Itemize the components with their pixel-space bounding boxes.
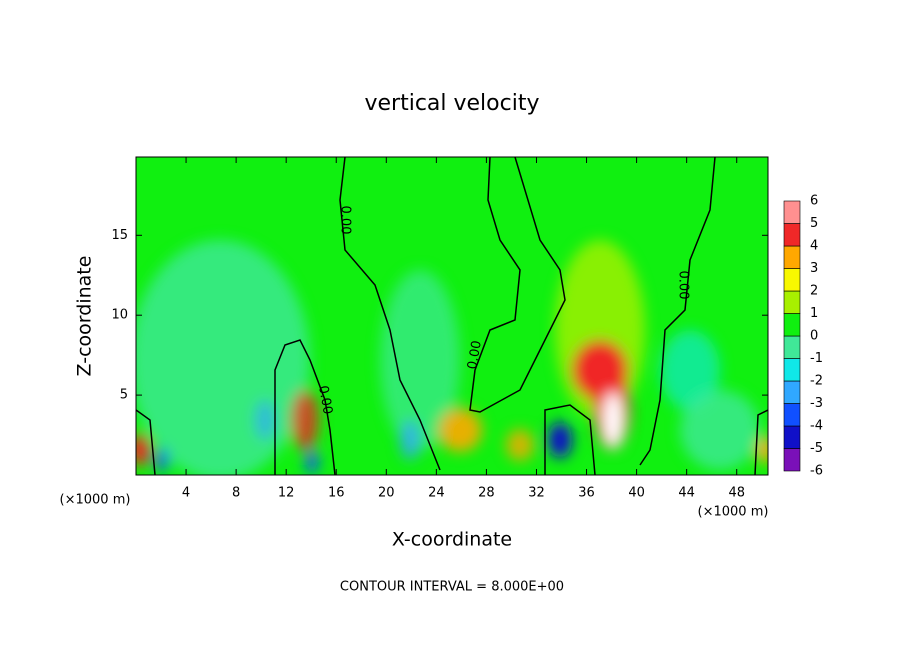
colorbar-label: 6: [810, 194, 818, 209]
y-tick-label: 10: [111, 308, 128, 323]
colorbar-label: 1: [810, 306, 818, 321]
x-unit-label: (×1000 m): [698, 505, 769, 520]
colorbar-segment: [783, 358, 801, 382]
x-tick-label: 8: [232, 486, 240, 501]
x-tick-label: 44: [678, 486, 695, 501]
colorbar-segment: [783, 290, 801, 314]
colorbar-segment: [783, 313, 801, 337]
x-tick-label: 40: [628, 486, 645, 501]
colorbar-label: -1: [810, 351, 823, 366]
colorbar-label: -3: [810, 396, 823, 411]
x-tick-label: 24: [428, 486, 445, 501]
contour-lines: [136, 157, 768, 475]
y-axis-label: Z-coordinate: [74, 256, 96, 377]
y-tick-label: 5: [120, 388, 128, 403]
x-unit-label: (×1000 m): [60, 493, 131, 508]
colorbar-segment: [783, 245, 801, 269]
colorbar-segment: [783, 403, 801, 427]
colorbar-segment: [783, 223, 801, 247]
field-shading: [136, 240, 768, 475]
x-tick-label: 16: [328, 486, 345, 501]
colorbar-label: -5: [810, 441, 823, 456]
colorbar-label: 3: [810, 261, 818, 276]
contour-label: 0.00: [676, 271, 691, 300]
plot-frame: [135, 156, 769, 476]
x-tick-label: 48: [728, 486, 745, 501]
colorbar-label: -4: [810, 419, 823, 434]
colorbar-segment: [783, 448, 801, 472]
colorbar-label: 2: [810, 284, 818, 299]
colorbar-label: 4: [810, 239, 818, 254]
x-tick-label: 20: [378, 486, 395, 501]
colorbar-segment: [783, 425, 801, 449]
colorbar-label: -6: [810, 464, 823, 479]
colorbar-segment: [783, 268, 801, 292]
field: 0.00 0.00 0.00 0.00: [136, 157, 768, 475]
x-tick-label: 28: [478, 486, 495, 501]
colorbar-segment: [783, 200, 801, 224]
x-tick-label: 12: [278, 486, 295, 501]
colorbar-segment: [783, 335, 801, 359]
x-tick-label: 36: [578, 486, 595, 501]
contour-label: 0.00: [465, 339, 485, 370]
colorbar-segment: [783, 380, 801, 404]
colorbar-label: 0: [810, 329, 818, 344]
contour-label: 0.00: [315, 384, 335, 415]
y-tick-label: 15: [111, 228, 128, 243]
colorbar-label: 5: [810, 216, 818, 231]
x-axis-label: X-coordinate: [392, 529, 512, 551]
footer: CONTOUR INTERVAL = 8.000E+00: [340, 580, 564, 595]
contour-label: 0.00: [338, 206, 353, 235]
x-tick-label: 32: [528, 486, 545, 501]
x-tick-label: 4: [182, 486, 190, 501]
chart-title: vertical velocity: [364, 91, 539, 116]
colorbar-label: -2: [810, 374, 823, 389]
